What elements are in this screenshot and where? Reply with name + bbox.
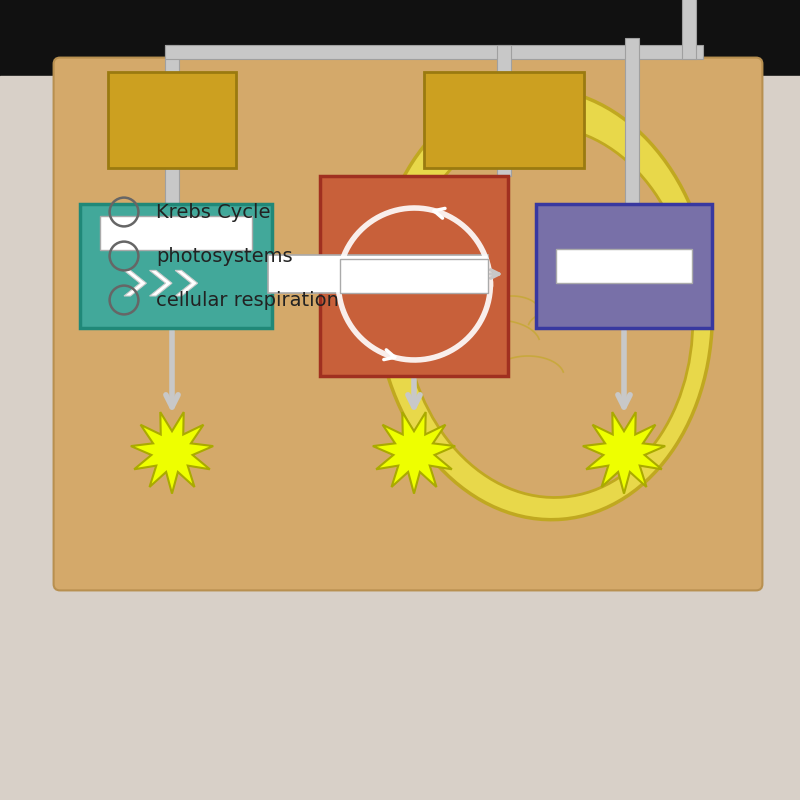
FancyBboxPatch shape [100,216,252,250]
Polygon shape [583,412,665,494]
FancyBboxPatch shape [682,0,696,59]
Polygon shape [150,270,172,296]
FancyBboxPatch shape [340,259,488,293]
FancyBboxPatch shape [497,45,511,72]
FancyBboxPatch shape [54,58,762,590]
FancyBboxPatch shape [536,204,712,328]
FancyBboxPatch shape [268,255,488,293]
FancyBboxPatch shape [424,72,584,168]
Polygon shape [131,412,213,494]
FancyBboxPatch shape [625,38,639,204]
Polygon shape [373,412,455,494]
Ellipse shape [403,126,693,498]
Ellipse shape [375,88,713,520]
FancyBboxPatch shape [165,168,179,204]
FancyBboxPatch shape [497,168,511,176]
Text: photosystems: photosystems [156,246,293,266]
FancyBboxPatch shape [556,250,692,283]
Text: Krebs Cycle: Krebs Cycle [156,202,270,222]
Polygon shape [124,270,146,296]
FancyBboxPatch shape [320,176,508,376]
FancyBboxPatch shape [108,72,236,168]
Polygon shape [175,270,198,296]
FancyBboxPatch shape [165,45,179,72]
Bar [0,0,800,76]
FancyBboxPatch shape [80,204,272,328]
FancyBboxPatch shape [165,45,703,59]
Text: cellular respiration: cellular respiration [156,290,339,310]
